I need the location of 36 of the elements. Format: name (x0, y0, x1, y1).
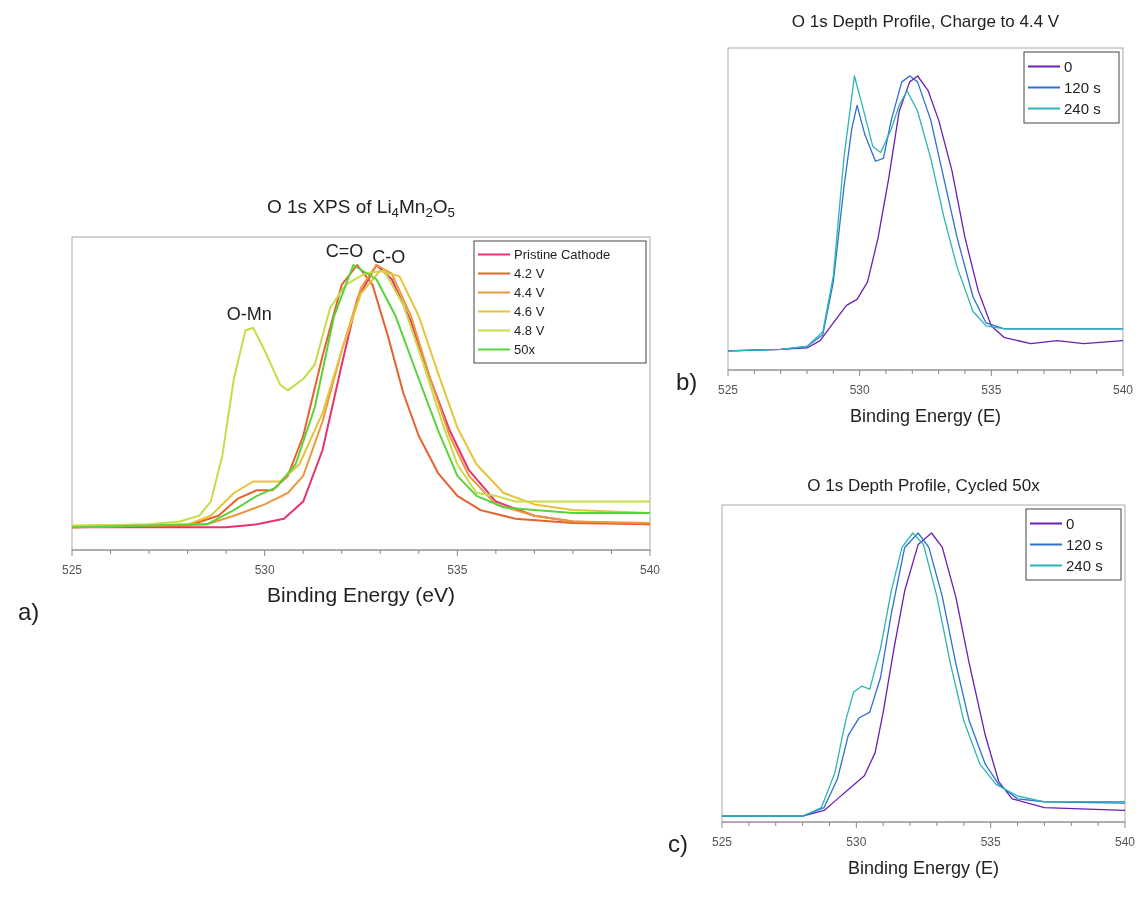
text: a) (18, 598, 40, 625)
legend-label: 120 s (1066, 535, 1103, 553)
chart-title: O 1s Depth Profile, Cycled 50x (807, 476, 1041, 495)
legend-label: 4.2 V (514, 266, 545, 282)
legend-label: 4.8 V (514, 323, 545, 339)
x-tick-label: 525 (717, 383, 739, 397)
x-tick-label: 535 (981, 383, 1002, 397)
x-tick-label: 530 (849, 383, 870, 397)
legend-label: 0 (1066, 514, 1075, 532)
x-tick-label: 535 (980, 835, 1001, 849)
legend-label: 120 s (1064, 78, 1101, 96)
x-tick-label: 540 (1114, 835, 1136, 849)
x-axis-title: Binding Energy (eV) (267, 583, 455, 606)
x-tick-label: 525 (61, 563, 83, 577)
legend-label: 240 s (1066, 556, 1103, 574)
x-tick-label: 525 (711, 835, 733, 849)
x-axis-title: Binding Energy (E) (849, 406, 1002, 426)
legend-label: 240 s (1064, 99, 1101, 117)
x-tick-label: 530 (254, 563, 275, 577)
legend-label: Pristine Cathode (514, 247, 611, 263)
text: c) (668, 830, 688, 857)
legend-label: 4.6 V (514, 304, 545, 320)
x-tick-label: 530 (846, 835, 867, 849)
annotation: O-Mn (226, 303, 272, 324)
annotation: C-O (372, 246, 406, 267)
annotation: C=O (325, 241, 364, 261)
chart-title: O 1s Depth Profile, Charge to 4.4 V (791, 12, 1060, 31)
x-tick-label: 535 (447, 563, 468, 577)
chart-title: O 1s XPS of Li$_{4}$Mn$_{2}$O$_{5}$ (266, 196, 456, 220)
x-tick-label: 540 (639, 563, 661, 577)
legend-label: 0 (1064, 57, 1073, 75)
text: b) (676, 368, 698, 395)
legend-label: 50x (514, 342, 536, 358)
x-axis-title: Binding Energy (E) (847, 858, 1000, 878)
legend-label: 4.4 V (514, 285, 545, 301)
x-tick-label: 540 (1112, 383, 1134, 397)
